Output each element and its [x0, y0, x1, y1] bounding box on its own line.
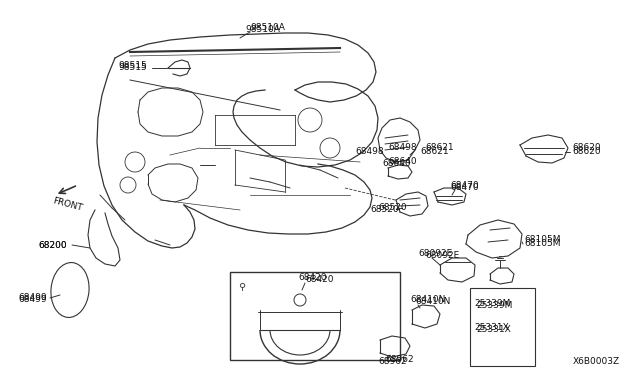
Bar — [470, 288, 535, 366]
Text: 68420: 68420 — [305, 276, 333, 285]
Text: 68420: 68420 — [298, 273, 326, 282]
Text: 25339M: 25339M — [474, 298, 510, 308]
Text: 68620: 68620 — [572, 144, 600, 153]
Text: 25331X: 25331X — [474, 324, 509, 333]
Text: 68092E: 68092E — [418, 248, 452, 257]
Text: 68470: 68470 — [450, 183, 479, 192]
Text: 68520: 68520 — [378, 203, 406, 212]
Text: 68200: 68200 — [38, 241, 67, 250]
Text: 98515: 98515 — [118, 64, 147, 73]
Text: 25331X: 25331X — [476, 326, 511, 334]
Text: 68499: 68499 — [18, 294, 47, 302]
Text: FRONT: FRONT — [52, 197, 84, 213]
Text: 98510A: 98510A — [250, 23, 285, 32]
Text: 68470: 68470 — [450, 180, 479, 189]
Text: 68640: 68640 — [388, 157, 417, 167]
Text: 68499: 68499 — [18, 295, 47, 305]
Text: 68620: 68620 — [572, 148, 600, 157]
Text: 68200: 68200 — [38, 241, 67, 250]
Text: 68520: 68520 — [370, 205, 399, 215]
Text: 68105M: 68105M — [524, 235, 561, 244]
Text: 68498: 68498 — [388, 144, 417, 153]
Text: 68621: 68621 — [425, 144, 454, 153]
Text: ⚲: ⚲ — [238, 282, 245, 292]
Text: 68105M: 68105M — [524, 240, 561, 248]
Text: 68498: 68498 — [355, 148, 383, 157]
Text: 68410N: 68410N — [415, 298, 451, 307]
Text: 98510A: 98510A — [245, 26, 280, 35]
Text: 98515: 98515 — [118, 61, 147, 70]
Text: 68410N: 68410N — [410, 295, 445, 305]
Text: 25339M: 25339M — [476, 301, 513, 310]
Text: 68962: 68962 — [378, 357, 406, 366]
Text: 68621: 68621 — [420, 148, 449, 157]
Text: 68640: 68640 — [382, 158, 411, 167]
Text: X6B0003Z: X6B0003Z — [573, 357, 620, 366]
Text: 68962: 68962 — [385, 356, 413, 365]
Text: 68092E: 68092E — [425, 250, 460, 260]
